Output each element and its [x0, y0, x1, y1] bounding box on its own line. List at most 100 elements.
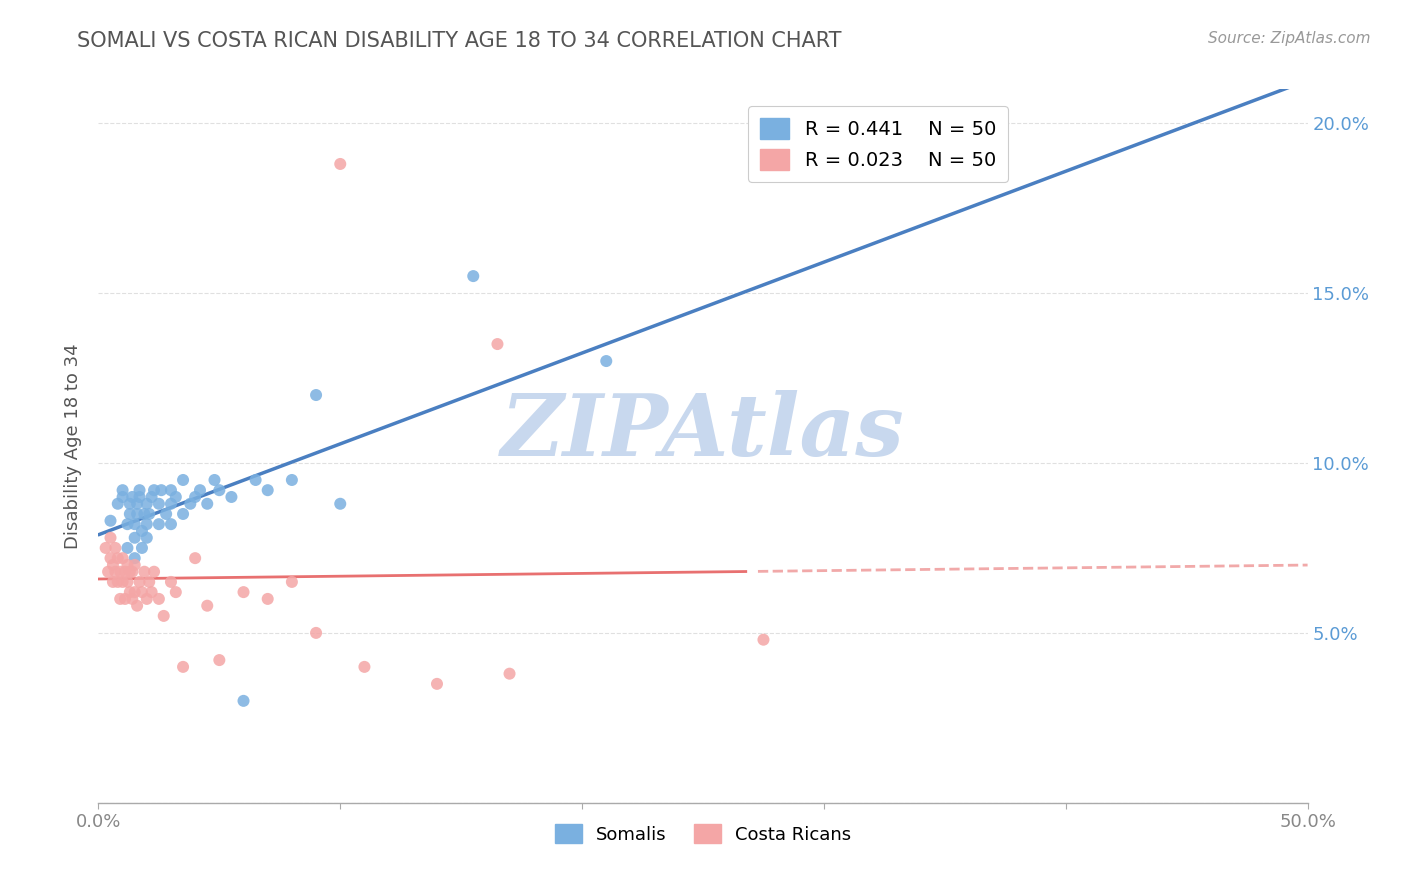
Point: [305, 626, 328, 640]
Point: [221, 490, 243, 504]
Point: [195, 497, 218, 511]
Text: Source: ZipAtlas.com: Source: ZipAtlas.com: [1208, 31, 1371, 46]
Point: [128, 574, 150, 589]
Y-axis label: Disability Age 18 to 34: Disability Age 18 to 34: [65, 343, 83, 549]
Point: [134, 507, 156, 521]
Point: [165, 490, 187, 504]
Point: [108, 591, 131, 606]
Point: [128, 483, 150, 498]
Point: [111, 574, 134, 589]
Point: [114, 591, 136, 606]
Point: [108, 565, 131, 579]
Point: [148, 517, 170, 532]
Point: [165, 585, 187, 599]
Point: [188, 483, 211, 498]
Point: [111, 551, 134, 566]
Point: [595, 354, 617, 368]
Point: [117, 541, 139, 555]
Point: [121, 591, 143, 606]
Point: [111, 490, 134, 504]
Point: [117, 558, 139, 572]
Point: [118, 585, 141, 599]
Point: [117, 517, 139, 532]
Point: [172, 473, 194, 487]
Point: [256, 483, 278, 498]
Point: [208, 483, 231, 498]
Point: [107, 574, 129, 589]
Point: [143, 565, 166, 579]
Point: [127, 507, 149, 521]
Point: [184, 490, 207, 504]
Point: [150, 483, 173, 498]
Point: [204, 473, 226, 487]
Point: [353, 660, 375, 674]
Point: [135, 591, 157, 606]
Point: [281, 574, 304, 589]
Point: [172, 660, 194, 674]
Point: [107, 497, 129, 511]
Point: [498, 666, 520, 681]
Point: [463, 269, 485, 284]
Point: [104, 541, 127, 555]
Point: [107, 551, 129, 566]
Point: [97, 565, 120, 579]
Point: [135, 497, 157, 511]
Point: [100, 514, 122, 528]
Point: [160, 517, 183, 532]
Point: [118, 565, 141, 579]
Point: [152, 608, 174, 623]
Point: [245, 473, 267, 487]
Point: [195, 599, 218, 613]
Point: [127, 599, 149, 613]
Point: [160, 574, 183, 589]
Point: [179, 497, 201, 511]
Point: [184, 551, 207, 566]
Text: SOMALI VS COSTA RICAN DISABILITY AGE 18 TO 34 CORRELATION CHART: SOMALI VS COSTA RICAN DISABILITY AGE 18 …: [77, 31, 842, 51]
Point: [329, 497, 352, 511]
Point: [128, 490, 150, 504]
Point: [232, 585, 254, 599]
Point: [148, 591, 170, 606]
Point: [160, 483, 183, 498]
Point: [100, 531, 122, 545]
Point: [94, 541, 117, 555]
Point: [141, 490, 163, 504]
Point: [131, 541, 153, 555]
Point: [124, 585, 146, 599]
Point: [138, 507, 160, 521]
Legend: Somalis, Costa Ricans: Somalis, Costa Ricans: [547, 816, 859, 851]
Point: [141, 585, 163, 599]
Point: [143, 483, 166, 498]
Text: ZIPAtlas: ZIPAtlas: [501, 390, 905, 474]
Point: [118, 507, 141, 521]
Point: [114, 565, 136, 579]
Point: [100, 551, 122, 566]
Point: [124, 558, 146, 572]
Point: [281, 473, 304, 487]
Point: [305, 388, 328, 402]
Point: [135, 531, 157, 545]
Point: [134, 565, 156, 579]
Point: [155, 507, 177, 521]
Point: [117, 574, 139, 589]
Point: [131, 585, 153, 599]
Point: [208, 653, 231, 667]
Point: [101, 574, 124, 589]
Point: [121, 565, 143, 579]
Point: [127, 497, 149, 511]
Point: [172, 507, 194, 521]
Point: [160, 497, 183, 511]
Point: [138, 574, 160, 589]
Point: [232, 694, 254, 708]
Point: [124, 531, 146, 545]
Point: [104, 565, 127, 579]
Point: [486, 337, 509, 351]
Point: [329, 157, 352, 171]
Point: [101, 558, 124, 572]
Point: [124, 551, 146, 566]
Point: [111, 483, 134, 498]
Point: [135, 517, 157, 532]
Point: [256, 591, 278, 606]
Point: [121, 490, 143, 504]
Point: [118, 497, 141, 511]
